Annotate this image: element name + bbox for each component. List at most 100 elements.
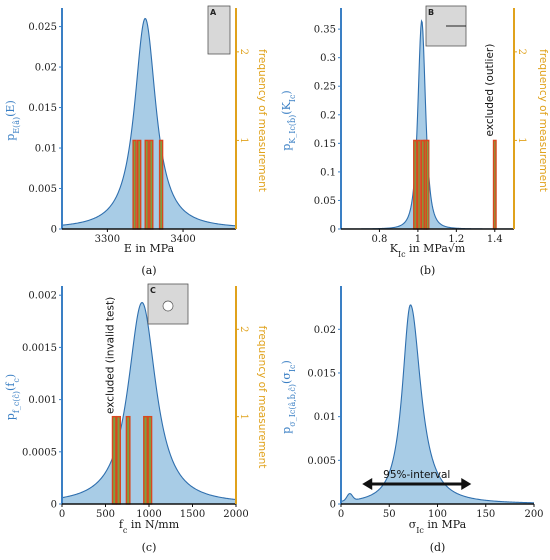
y-tick-label: 0.005: [307, 456, 336, 467]
histogram-bar-inner: [149, 418, 151, 504]
histogram-bar-inner: [419, 142, 420, 229]
y-tick-label: 0.0005: [22, 447, 57, 458]
pdf-area: [62, 18, 236, 229]
y-tick-label: 0: [51, 500, 57, 511]
hole-icon: [162, 300, 174, 312]
right-tick-label: 1: [238, 137, 249, 143]
invalid-annotation: excluded (invalid test): [104, 297, 116, 414]
y-tick-label: 0.0015: [22, 343, 57, 354]
right-tick-label: 2: [516, 49, 527, 55]
x-axis-label: E in MPa: [124, 242, 175, 255]
y-axis-label: pσ_Ic(â,b̂,ĉ)(σIc): [280, 360, 297, 434]
pdf-curve: [340, 304, 535, 504]
right-tick-label: 2: [238, 49, 249, 55]
histogram-bar-inner: [423, 142, 424, 229]
x-tick-label: 200: [524, 509, 543, 520]
y-tick-label: 0.05: [314, 196, 336, 207]
y-tick-label: 0.1: [320, 167, 336, 178]
panel-label: (c): [142, 541, 157, 554]
right-axis-label: frequency of measurement: [256, 49, 268, 192]
histogram-bar-inner: [415, 142, 416, 229]
y-tick-label: 0.01: [35, 144, 57, 155]
y-tick-label: 0.02: [35, 63, 57, 74]
x-tick-label: 1.4: [487, 234, 503, 245]
interval-label: 95%-interval: [383, 469, 450, 481]
right-axis-label: frequency of measurement: [537, 49, 549, 192]
y-axis-label: pK_Ic(b̂)(KIc): [280, 90, 297, 150]
histogram-bar: [136, 139, 142, 230]
y-tick-label: 0: [330, 225, 336, 236]
specimen-inset-label: B: [428, 8, 434, 17]
x-tick-label: 500: [96, 509, 115, 520]
outlier-annotation: excluded (outlier): [484, 44, 496, 137]
x-tick-label: 0: [59, 509, 65, 520]
x-tick-label: 1000: [136, 509, 161, 520]
x-tick-label: 50: [383, 509, 396, 520]
y-tick-label: 0.25: [314, 82, 336, 93]
x-tick-label: 0: [338, 509, 344, 520]
histogram-bar: [132, 139, 137, 230]
interval-arrow-head-right: [461, 478, 472, 490]
y-tick-label: 0: [330, 500, 336, 511]
x-tick-label: 3400: [170, 234, 195, 245]
x-axis-label: KIc in MPa√m: [390, 242, 466, 259]
specimen-inset-label: C: [150, 286, 156, 295]
histogram-bar-inner: [145, 418, 146, 504]
y-tick-label: 0.3: [320, 53, 336, 64]
y-tick-label: 0.02: [314, 325, 336, 336]
specimen-inset: [207, 5, 231, 55]
chart-panel-d: 95%-interval 0 0.005 0.01 0.015 0.02 0 50 100 150…: [280, 286, 544, 554]
histogram-bar-inner: [161, 142, 162, 229]
y-tick-label: 0.025: [28, 22, 57, 33]
pdf-curve: [61, 17, 237, 227]
panel-label: (a): [141, 264, 156, 277]
x-tick-label: 100: [428, 509, 447, 520]
histogram-bar-inner: [139, 142, 140, 229]
y-tick-label: 0.002: [28, 291, 57, 302]
histogram-bar-inner: [127, 418, 129, 504]
x-tick-label: 1500: [180, 509, 205, 520]
pdf-curve: [61, 302, 237, 501]
x-tick-label: 1: [415, 234, 421, 245]
specimen-inset-label: A: [210, 8, 217, 17]
y-tick-label: 0.2: [320, 110, 336, 121]
right-tick-label: 1: [238, 413, 249, 419]
y-tick-label: 0: [51, 225, 57, 236]
x-tick-label: 0.8: [371, 234, 387, 245]
pdf-area: [62, 302, 236, 504]
x-axis-label: fc in N/mm: [119, 518, 180, 535]
histogram-bar: [144, 139, 149, 230]
right-tick-label: 1: [516, 137, 527, 143]
panel-label: (b): [420, 264, 436, 277]
right-axis-label: frequency of measurement: [256, 326, 268, 469]
histogram-bar-inner: [146, 142, 148, 229]
x-tick-label: 2000: [223, 509, 248, 520]
specimen-inset: [147, 283, 189, 325]
x-tick-label: 150: [476, 509, 495, 520]
y-axis-label: pE(â)(E): [4, 100, 21, 141]
histogram-bar: [413, 139, 417, 230]
y-tick-label: 0.005: [28, 184, 57, 195]
histogram-bar-inner: [134, 142, 136, 229]
histogram-bar-inner: [118, 418, 119, 504]
chart-panel-c: excluded (invalid test) 0 0.0005 0.001 0.001…: [4, 283, 268, 554]
y-tick-label: 0.015: [307, 368, 336, 379]
histogram-bar: [158, 139, 164, 230]
histogram-bar: [416, 139, 421, 230]
y-tick-label: 0.015: [28, 103, 57, 114]
x-tick-label: 1.2: [448, 234, 464, 245]
histogram-bar: [420, 139, 425, 230]
x-tick-label: 3300: [95, 234, 120, 245]
histogram-bar-inner: [427, 142, 429, 229]
chart-panel-b: excluded (outlier) 0 0.05 0.1 0.15 0.2 0.25 0.3…: [280, 5, 549, 277]
chart-panel-a: 0 0.005 0.01 0.015 0.02 0.025 3300 3400 1 2 freque…: [4, 5, 268, 277]
x-axis-label: σIc in MPa: [409, 518, 467, 535]
y-tick-label: 0.01: [314, 412, 336, 423]
interval-arrow-head-left: [362, 478, 373, 490]
histogram-bar: [149, 139, 154, 230]
histogram-bar-inner: [151, 142, 152, 229]
y-tick-label: 0.35: [314, 25, 336, 36]
y-tick-label: 0.001: [28, 395, 57, 406]
outlier-bar: [492, 139, 497, 230]
